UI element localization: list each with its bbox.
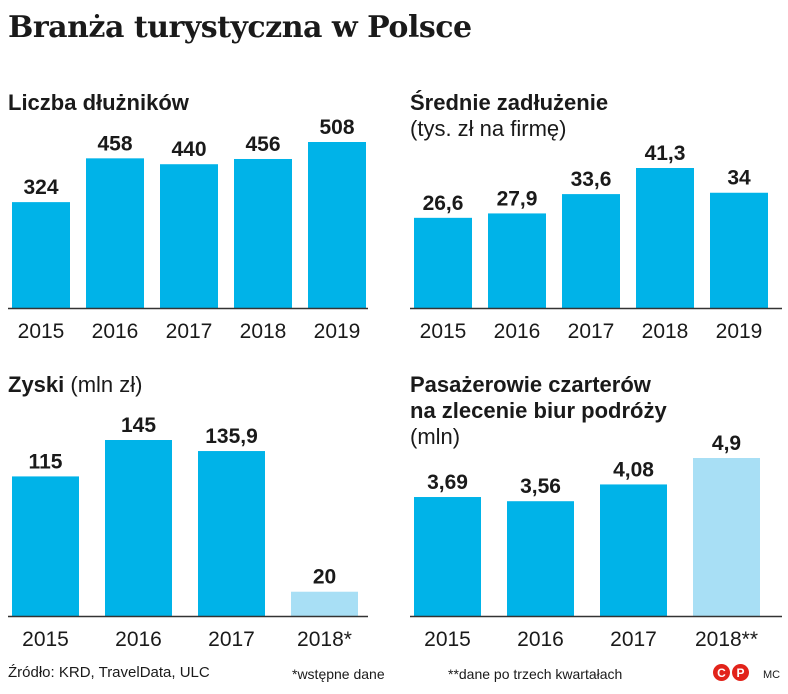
debtors-value-label-1: 458 [97, 132, 132, 155]
debtors-value-label-4: 508 [319, 116, 354, 139]
passengers-bar-2 [600, 484, 667, 616]
passengers-title-line2: na zlecenie biur podróży [410, 398, 667, 423]
debt-value-label-1: 27,9 [497, 187, 538, 210]
debtors-bar-4 [308, 142, 366, 308]
debt-value-label-0: 26,6 [423, 192, 464, 215]
debtors-value-label-2: 440 [171, 138, 206, 161]
source-note: Źródło: KRD, TravelData, ULC [8, 664, 210, 681]
debtors-tick-label-1: 2016 [92, 320, 139, 343]
debt-bar-4 [710, 192, 768, 308]
profits-title: Zyski [8, 372, 65, 397]
panel-title-passengers: Pasażerowie czarterów na zlecenie biur p… [410, 372, 667, 450]
debt-bar-1 [488, 213, 546, 308]
debt-tick-label-1: 2016 [494, 320, 541, 343]
debtors-value-label-3: 456 [245, 133, 280, 156]
copyright-p-icon: P [732, 664, 749, 681]
passengers-value-label-1: 3,56 [520, 475, 561, 498]
passengers-tick-label-3: 2018** [695, 628, 758, 651]
passengers-title-line1: Pasażerowie czarterów [410, 372, 651, 397]
debtors-bar-1 [86, 158, 144, 308]
debtors-tick-label-4: 2019 [314, 320, 361, 343]
footnote-preliminary: *wstępne dane [292, 666, 385, 682]
debtors-tick-label-2: 2017 [166, 320, 213, 343]
profits-bar-3 [291, 591, 358, 616]
debt-value-label-4: 34 [727, 167, 751, 190]
debt-bar-0 [414, 217, 472, 308]
passengers-value-label-3: 4,9 [712, 432, 741, 455]
profits-value-label-0: 115 [29, 450, 63, 473]
passengers-value-label-2: 4,08 [613, 458, 654, 481]
profits-value-label-1: 145 [121, 414, 156, 437]
copyright-c-icon: C [713, 664, 730, 681]
debt-bar-2 [562, 194, 620, 308]
profits-title-unit: (mln zł) [70, 372, 143, 397]
debt-tick-label-2: 2017 [568, 320, 615, 343]
debt-value-label-3: 41,3 [645, 142, 686, 165]
passengers-bar-1 [507, 501, 574, 616]
passengers-subtitle: (mln) [410, 424, 461, 449]
debtors-bar-2 [160, 164, 218, 308]
profits-bar-0 [12, 476, 79, 616]
passengers-tick-label-2: 2017 [610, 628, 657, 651]
passengers-tick-label-0: 2015 [424, 628, 471, 651]
profits-tick-label-0: 2015 [22, 628, 69, 651]
debtors-title: Liczba dłużników [8, 90, 189, 115]
author-initials: MC [763, 669, 781, 681]
debt-subtitle: (tys. zł na firmę) [410, 116, 567, 141]
debt-tick-label-0: 2015 [420, 320, 467, 343]
profits-value-label-2: 135,9 [205, 425, 258, 448]
debtors-value-label-0: 324 [23, 176, 58, 199]
debtors-tick-label-3: 2018 [240, 320, 287, 343]
passengers-value-label-0: 3,69 [427, 471, 468, 494]
debtors-bar-3 [234, 158, 292, 308]
debt-tick-label-3: 2018 [642, 320, 689, 343]
debtors-bar-0 [12, 202, 70, 308]
debt-bar-3 [636, 168, 694, 308]
debt-tick-label-4: 2019 [716, 320, 763, 343]
footnote-three-quarters: **dane po trzech kwartałach [448, 666, 623, 682]
panel-title-debt: Średnie zadłużenie (tys. zł na firmę) [410, 90, 608, 142]
passengers-bar-3 [693, 458, 760, 616]
panel-title-profits: Zyski (mln zł) [8, 372, 143, 398]
panel-title-debtors: Liczba dłużników [8, 90, 189, 116]
debt-title: Średnie zadłużenie [410, 90, 609, 115]
main-title: Branża turystyczna w Polsce [8, 10, 472, 45]
profits-tick-label-2: 2017 [208, 628, 255, 651]
debtors-tick-label-0: 2015 [18, 320, 65, 343]
passengers-tick-label-1: 2016 [517, 628, 564, 651]
profits-bar-1 [105, 440, 172, 616]
profits-tick-label-3: 2018* [297, 628, 352, 651]
profits-tick-label-1: 2016 [115, 628, 162, 651]
profits-value-label-3: 20 [313, 566, 336, 589]
passengers-bar-0 [414, 497, 481, 616]
profits-bar-2 [198, 451, 265, 616]
copyright-icons: C P [713, 664, 749, 681]
debt-value-label-2: 33,6 [571, 168, 612, 191]
